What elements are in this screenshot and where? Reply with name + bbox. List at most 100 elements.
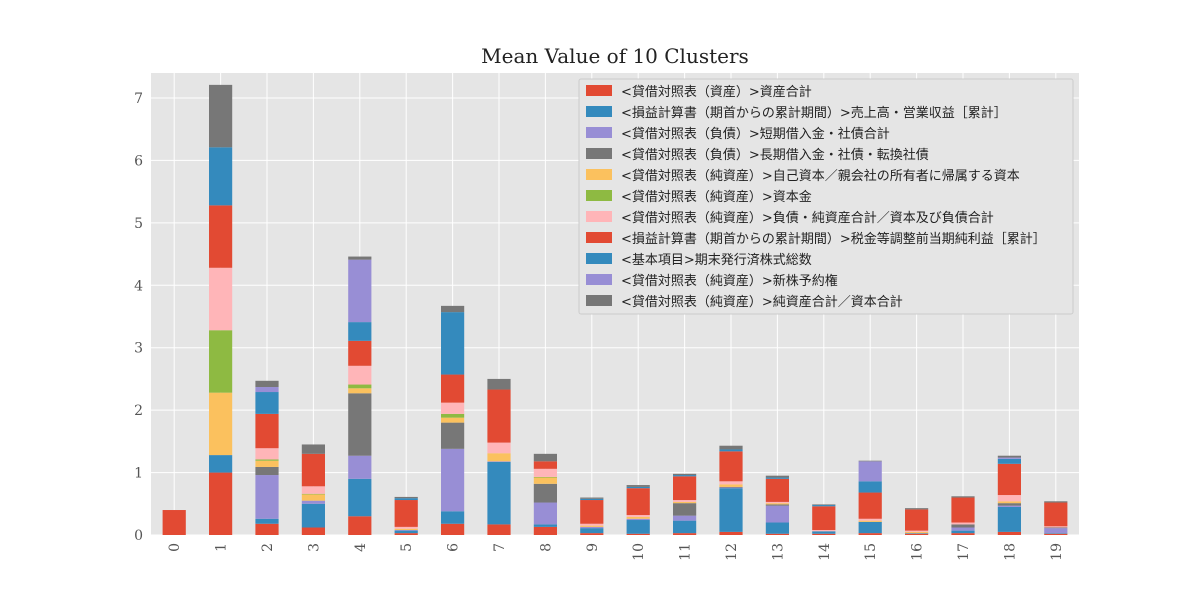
bar-segment <box>951 530 975 534</box>
bar-segment <box>255 518 279 524</box>
legend-swatch <box>586 169 612 180</box>
bar-segment <box>255 460 279 467</box>
bars <box>162 84 1068 535</box>
bar-segment <box>719 488 743 532</box>
bar-segment <box>348 256 372 260</box>
bar-segment <box>626 520 650 534</box>
bar-segment <box>394 498 418 501</box>
legend-label: <貸借対照表（純資産）>資本金 <box>621 189 812 205</box>
bar-segment <box>348 478 372 517</box>
legend-label: <貸借対照表（負債）>短期借入金・社債合計 <box>621 126 890 142</box>
bar-segment <box>394 530 418 534</box>
bar-segment <box>487 442 511 454</box>
x-tick-label: 19 <box>1049 543 1065 561</box>
bar-segment <box>209 392 233 456</box>
bar-segment <box>626 488 650 516</box>
bar-segment <box>1044 501 1068 503</box>
bar-segment <box>719 484 743 487</box>
bar-segment <box>1044 528 1068 534</box>
bar-segment <box>441 417 465 423</box>
legend-swatch <box>586 295 612 306</box>
bar-segment <box>997 501 1021 504</box>
bar-segment <box>765 478 789 502</box>
bar-segment <box>951 524 975 528</box>
bar-segment <box>441 374 465 403</box>
legend-label: <貸借対照表（純資産）>自己資本／親会社の所有者に帰属する資本 <box>621 168 1020 184</box>
y-tick-label: 6 <box>134 153 143 169</box>
bar-segment <box>626 486 650 489</box>
bar-segment <box>951 497 975 523</box>
bar-segment <box>626 533 650 535</box>
bar-segment <box>580 497 604 499</box>
bar-segment <box>487 453 511 462</box>
y-tick-label: 7 <box>134 91 143 107</box>
bar-segment <box>301 453 325 487</box>
bar-segment <box>533 468 557 477</box>
bar-segment <box>997 457 1021 459</box>
legend-swatch <box>586 211 612 222</box>
x-tick-label: 0 <box>167 543 183 552</box>
bar-segment <box>673 520 697 534</box>
bar-segment <box>580 498 604 501</box>
bar-segment <box>858 461 882 482</box>
bar-segment <box>673 475 697 477</box>
bar-segment <box>719 481 743 485</box>
bar-segment <box>441 523 465 535</box>
y-tick-label: 4 <box>134 278 143 294</box>
x-tick-label: 2 <box>260 543 276 552</box>
bar-segment <box>673 533 697 535</box>
bar-segment <box>533 461 557 469</box>
x-tick-label: 15 <box>863 543 879 561</box>
legend-swatch <box>586 148 612 159</box>
bar-segment <box>997 455 1021 458</box>
bar-segment <box>394 526 418 529</box>
bar-segment <box>301 527 325 535</box>
bar-segment <box>441 511 465 524</box>
x-tick-label: 7 <box>492 543 508 552</box>
bar-segment <box>580 525 604 527</box>
bar-segment <box>301 444 325 454</box>
y-tick-label: 2 <box>134 403 143 419</box>
bar-segment <box>533 477 557 484</box>
bar-segment <box>348 516 372 535</box>
bar-segment <box>441 402 465 414</box>
bar-segment <box>487 461 511 462</box>
bar-segment <box>858 518 882 521</box>
bar-segment <box>348 384 372 389</box>
x-tick-label: 6 <box>446 543 462 552</box>
bar-segment <box>394 528 418 531</box>
bar-segment <box>858 481 882 493</box>
bar-segment <box>533 453 557 462</box>
bar-segment <box>997 505 1021 507</box>
bar-segment <box>812 505 836 507</box>
x-tick-label: 9 <box>585 543 601 552</box>
bar-segment <box>255 459 279 461</box>
bar-segment <box>858 492 882 519</box>
x-tick-label: 1 <box>214 543 230 552</box>
legend-label: <損益計算書（期首からの累計期間）>税金等調整前当期純利益［累計］ <box>621 231 1046 247</box>
bar-segment <box>301 486 325 494</box>
bar-segment <box>255 448 279 460</box>
bar-segment <box>580 526 604 529</box>
bar-segment <box>580 500 604 524</box>
bar-segment <box>997 495 1021 502</box>
bar-segment <box>765 505 789 523</box>
bar-segment <box>162 510 186 535</box>
x-tick-label: 14 <box>817 543 833 561</box>
x-tick-label: 8 <box>538 543 554 552</box>
bar-segment <box>765 503 789 505</box>
x-tick-label: 4 <box>353 543 369 552</box>
legend-swatch <box>586 127 612 138</box>
bar-segment <box>673 473 697 476</box>
bar-segment <box>348 455 372 479</box>
bar-segment <box>719 487 743 489</box>
x-tick-label: 18 <box>1002 543 1018 561</box>
bar-segment <box>209 455 233 473</box>
bar-segment <box>580 523 604 526</box>
bar-segment <box>348 393 372 456</box>
bar-segment <box>951 533 975 535</box>
legend-swatch <box>586 232 612 243</box>
bar-segment <box>765 477 789 479</box>
bar-segment <box>441 413 465 418</box>
bar-segment <box>487 461 511 525</box>
